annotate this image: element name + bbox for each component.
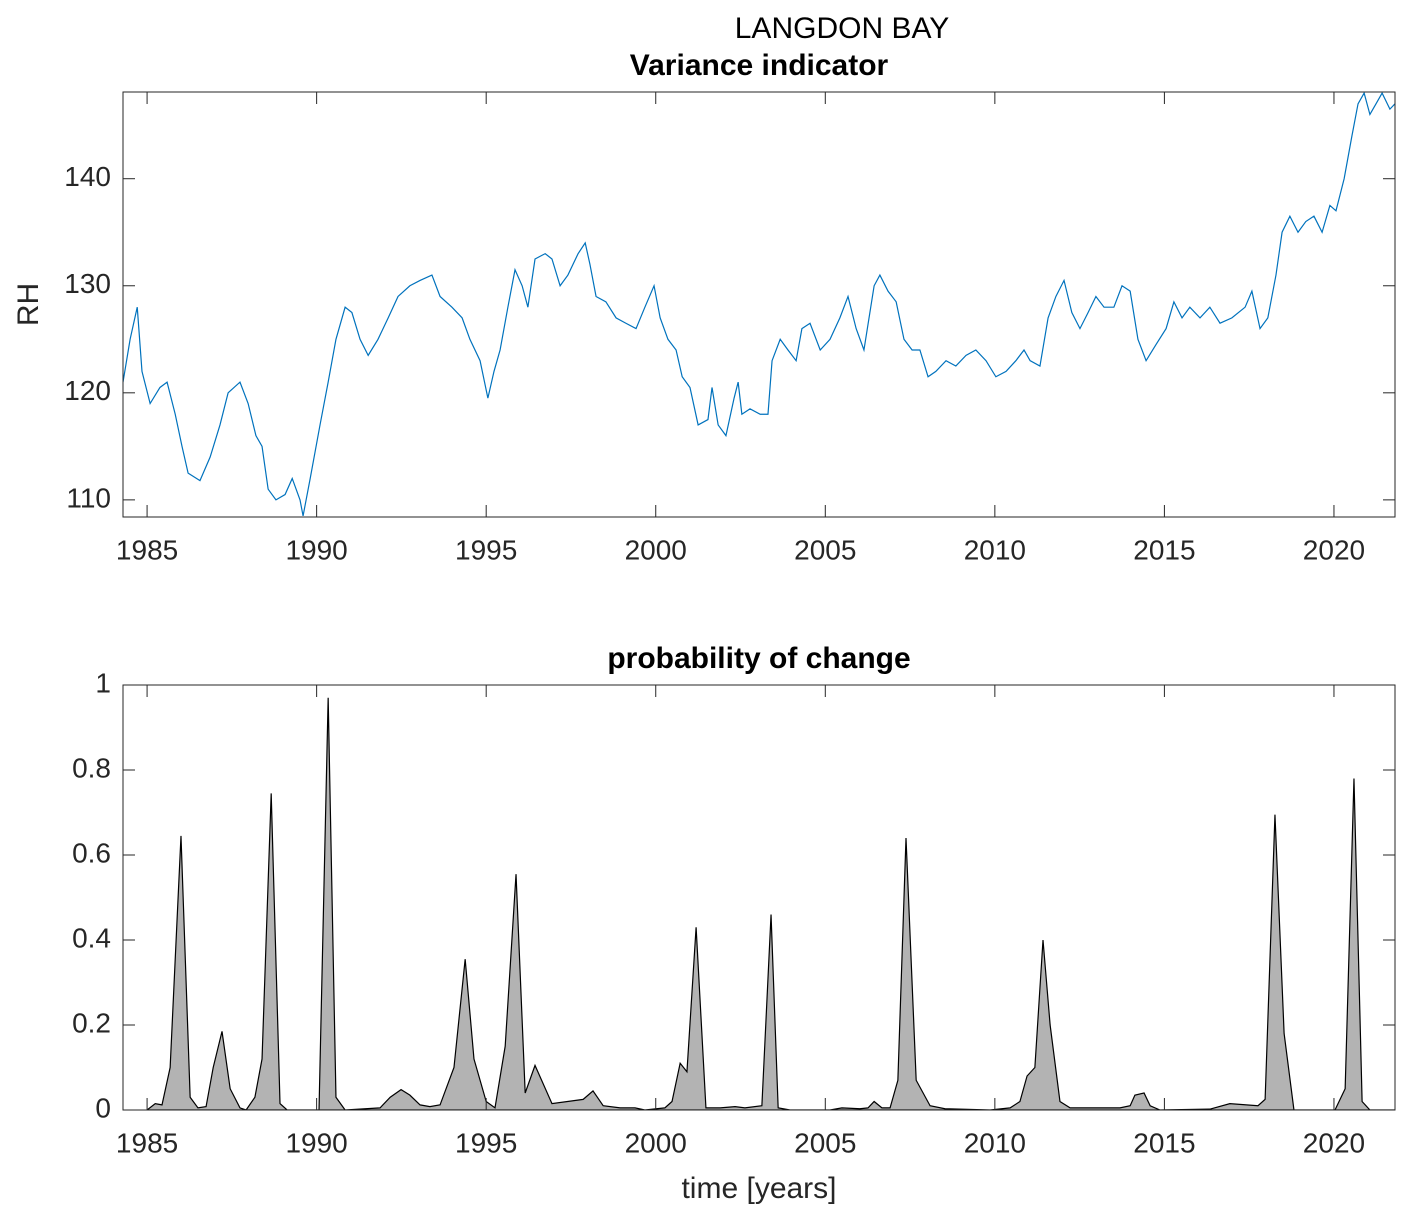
x-tick-label: 2015 — [1133, 1127, 1195, 1158]
x-tick-label: 2005 — [794, 1127, 856, 1158]
figure-title: LANGDON BAY — [735, 12, 950, 45]
x-tick-label: 2000 — [625, 1127, 687, 1158]
y-tick-label: 110 — [66, 482, 111, 513]
axes-box — [122, 91, 1396, 518]
data-line — [123, 92, 1395, 517]
y-tick-label: 0.2 — [72, 1007, 111, 1038]
axes-background — [123, 92, 1395, 517]
chart-title: probability of change — [607, 642, 910, 675]
axes-box — [122, 684, 1396, 1111]
y-axis-label: RH — [12, 283, 45, 326]
y-tick-label: 120 — [64, 375, 111, 406]
y-tick-label: 0.8 — [72, 752, 111, 783]
axes-background — [123, 685, 1395, 1110]
x-tick-label: 1985 — [116, 534, 178, 565]
y-tick-label: 0.6 — [72, 837, 111, 868]
y-tick-label: 0.4 — [72, 922, 111, 953]
x-axis-label: time [years] — [681, 1172, 836, 1205]
data-area — [146, 697, 1395, 1110]
y-tick-label: 130 — [64, 268, 111, 299]
x-tick-label: 2010 — [964, 534, 1026, 565]
chart-title: Variance indicator — [630, 49, 889, 82]
x-tick-label: 1990 — [285, 1127, 347, 1158]
y-tick-label: 0 — [95, 1092, 111, 1123]
x-tick-label: 1985 — [116, 1127, 178, 1158]
x-tick-label: 1990 — [285, 534, 347, 565]
x-tick-label: 2020 — [1303, 534, 1365, 565]
x-tick-label: 1995 — [455, 534, 517, 565]
x-tick-label: 2020 — [1303, 1127, 1365, 1158]
x-tick-label: 2000 — [625, 534, 687, 565]
x-tick-label: 2015 — [1133, 534, 1195, 565]
x-tick-label: 2005 — [794, 534, 856, 565]
x-tick-label: 2010 — [964, 1127, 1026, 1158]
y-tick-label: 140 — [64, 161, 111, 192]
y-tick-label: 1 — [95, 667, 111, 698]
x-tick-label: 1995 — [455, 1127, 517, 1158]
